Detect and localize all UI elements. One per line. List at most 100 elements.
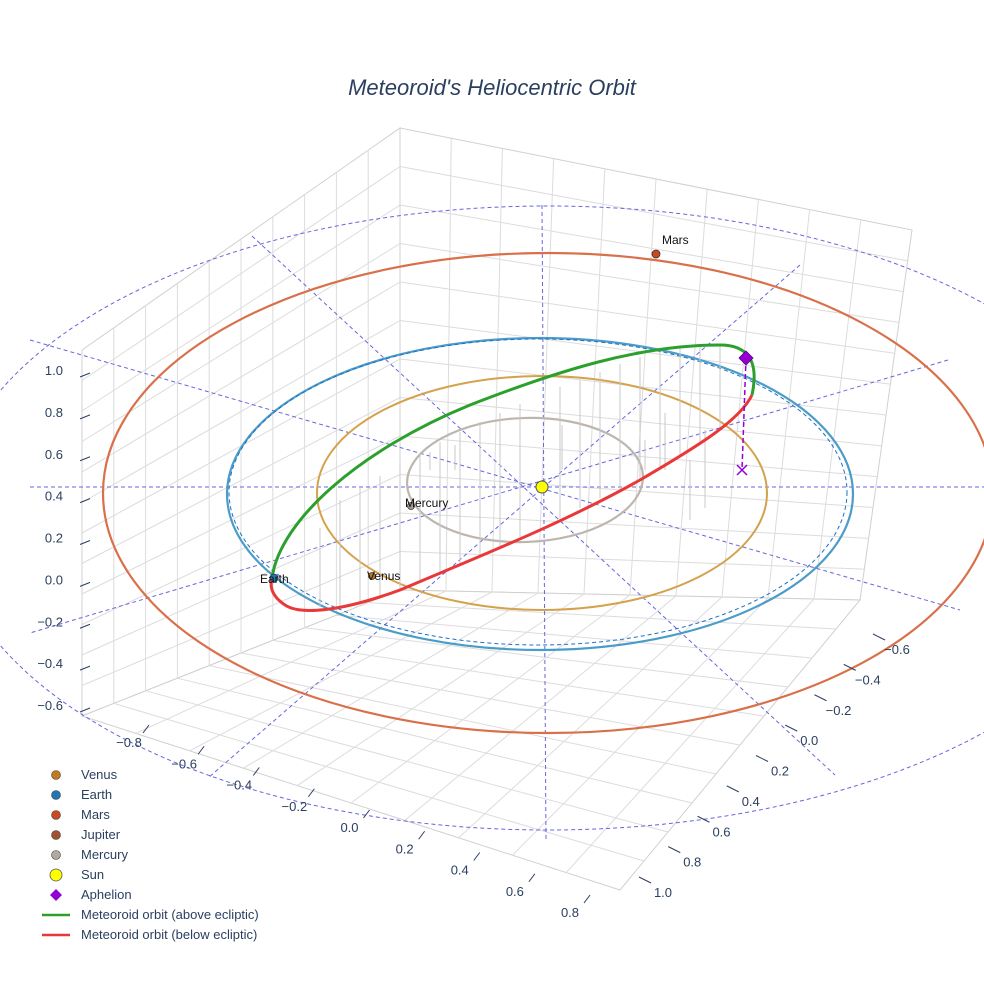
legend-item[interactable]: Sun: [49, 867, 104, 882]
legend-label: Venus: [81, 767, 118, 782]
venus-label: Venus: [367, 569, 400, 583]
legend-label: Sun: [81, 867, 104, 882]
legend-item[interactable]: Mars: [51, 807, 111, 822]
z-tick-mark: [79, 623, 91, 629]
aphelion-drop-line: [741, 357, 747, 471]
z-tick-mark: [79, 456, 91, 462]
z-tick-label: 0.8: [45, 405, 63, 420]
grid-line: [404, 595, 677, 821]
z-tick-label: −0.6: [37, 698, 63, 713]
legend-label: Earth: [81, 787, 112, 802]
ecliptic-spoke: [29, 359, 949, 634]
legend-sun-icon: [49, 868, 63, 882]
back-wall-right: [399, 127, 913, 601]
x-tick-label: −0.8: [116, 735, 142, 750]
legend-label: Aphelion: [81, 887, 132, 902]
z-tick-mark: [79, 665, 91, 671]
x-tick-mark: [528, 873, 536, 883]
ecliptic-spoke: [29, 339, 961, 611]
y-tick-label: 0.8: [683, 855, 701, 870]
grid-line: [491, 148, 503, 593]
x-tick-label: −0.4: [226, 778, 252, 793]
x-tick-label: −0.2: [282, 799, 308, 814]
venus-marker: [368, 572, 376, 580]
y-tick-mark: [814, 694, 827, 702]
z-tick-mark: [79, 581, 91, 587]
y-tick-mark: [697, 815, 710, 823]
x-tick-mark: [418, 830, 426, 840]
x-tick-label: −0.6: [171, 756, 197, 771]
y-tick-label: −0.4: [855, 672, 881, 687]
grid-line: [145, 690, 669, 833]
z-tick-label: 0.6: [45, 447, 63, 462]
grid-line: [177, 677, 693, 804]
grid-line: [209, 665, 717, 775]
z-tick-mark: [79, 540, 91, 545]
legend-dot-icon: [51, 810, 61, 820]
legend-diamond-icon: [50, 889, 62, 901]
y-tick-label: 0.4: [742, 794, 760, 809]
planet-orbits: [102, 251, 984, 735]
z-tick-mark: [79, 498, 91, 504]
x-tick-mark: [583, 894, 591, 904]
x-tick-mark: [252, 767, 260, 776]
y-tick-mark: [785, 724, 798, 732]
legend-item[interactable]: Aphelion: [50, 887, 132, 902]
x-tick-mark: [307, 788, 315, 798]
z-tick-label: 0.2: [45, 531, 63, 546]
earth-orbit-projection: [228, 338, 848, 646]
ecliptic-spoke: [251, 235, 836, 776]
legend-item[interactable]: Mercury: [51, 847, 129, 862]
legend-item[interactable]: Meteoroid orbit (above ecliptic): [42, 907, 259, 922]
venus-orbit: [316, 375, 768, 611]
x-tick-mark: [363, 809, 370, 819]
floor: [80, 589, 862, 891]
legend-item[interactable]: Jupiter: [51, 827, 121, 842]
mercury-orbit: [405, 416, 645, 544]
aphelion-projection-marker: [736, 464, 748, 476]
legend-dot-icon: [51, 790, 61, 800]
grid-line: [458, 596, 723, 839]
legend-label: Mercury: [81, 847, 128, 862]
legend-dot-icon: [51, 830, 61, 840]
ecliptic-spoke: [207, 264, 801, 779]
grid-line: [629, 178, 657, 596]
y-tick-label: 0.6: [712, 824, 730, 839]
z-tick-label: 0.0: [45, 572, 63, 587]
y-tick-mark: [668, 846, 681, 854]
x-tick-label: 0.4: [451, 863, 469, 878]
legend: Venus Earth Mars Jupiter Mercury Sun Aphelion M…: [42, 767, 259, 942]
grid-line: [240, 652, 741, 746]
grid-line: [512, 597, 769, 856]
meteoroid-orbit-below: [269, 394, 754, 612]
grid-line: [675, 189, 708, 597]
chart-title: Meteoroid's Heliocentric Orbit: [348, 75, 637, 100]
z-tick-label: −0.4: [37, 656, 63, 671]
x-tick-mark: [197, 745, 205, 755]
ecliptic-line: [541, 204, 547, 841]
meteoroid-orbit-above: [270, 343, 756, 579]
grid-line: [445, 138, 452, 592]
ecliptic-reference: [0, 204, 984, 841]
sun-marker: [535, 480, 549, 494]
y-tick-label: 1.0: [654, 885, 672, 900]
z-tick-label: 0.4: [45, 489, 63, 504]
aphelion-marker: [738, 350, 754, 366]
earth-orbit: [225, 336, 855, 652]
y-tick-mark: [638, 876, 652, 884]
mars-orbit: [102, 251, 984, 735]
grid-line: [767, 209, 811, 599]
legend-item[interactable]: Meteoroid orbit (below ecliptic): [42, 927, 257, 942]
legend-item[interactable]: Venus: [51, 767, 118, 782]
grid-line: [113, 702, 645, 862]
y-tick-label: −0.2: [826, 703, 852, 718]
legend-item[interactable]: Earth: [51, 787, 113, 802]
x-tick-label: 0.6: [506, 884, 524, 899]
z-tick-mark: [79, 707, 91, 713]
axis-ticks: 1.0 0.8 0.6 0.4 0.2 0.0 −0.2 −0.4 −0.6 −0.8 −0.6 −0…: [37, 363, 910, 920]
earth-marker: [269, 573, 279, 583]
x-tick-mark: [473, 852, 481, 861]
z-tick-label: −0.2: [37, 614, 63, 629]
z-tick-mark: [79, 414, 91, 420]
y-tick-label: 0.2: [771, 764, 789, 779]
